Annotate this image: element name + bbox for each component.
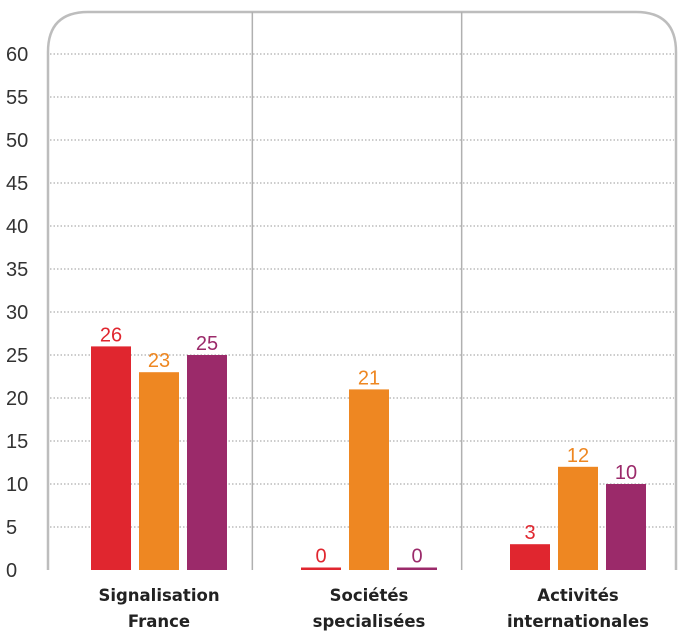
- category-labels: Signalisation France Sociétés specialisées A…: [98, 586, 649, 631]
- bar: [349, 389, 389, 570]
- y-tick-label: 40: [6, 216, 28, 238]
- data-labels: 26 23 25 0 21 0 3 12 10: [100, 324, 637, 567]
- y-tick-label: 30: [6, 302, 28, 324]
- data-label: 21: [358, 367, 380, 389]
- data-label: 0: [315, 546, 326, 568]
- category-label: Sociétés: [330, 586, 409, 605]
- y-axis-ticks: 0 5 10 15 20 25 30 35 40 45 50 55 60: [6, 44, 28, 582]
- y-tick-label: 0: [6, 560, 17, 582]
- category-label: Signalisation: [98, 586, 219, 605]
- bar: [187, 355, 227, 570]
- category-label: France: [128, 612, 190, 631]
- y-tick-label: 50: [6, 130, 28, 152]
- plot-frame-outline: [46, 10, 678, 570]
- plot-frame: [46, 10, 678, 570]
- bar: [91, 346, 131, 570]
- bar: [510, 544, 550, 570]
- y-tick-label: 10: [6, 474, 28, 496]
- y-tick-label: 20: [6, 388, 28, 410]
- data-label: 26: [100, 324, 122, 346]
- data-label: 23: [148, 350, 170, 372]
- bar: [606, 484, 646, 570]
- y-tick-label: 15: [6, 431, 28, 453]
- category-label: specialisées: [313, 612, 426, 631]
- data-label: 12: [567, 445, 589, 467]
- bar: [139, 372, 179, 570]
- data-label: 25: [196, 333, 218, 355]
- bar: [301, 567, 341, 570]
- category-label: internationales: [507, 612, 649, 631]
- category-label: Activités: [537, 586, 619, 605]
- bar: [397, 567, 437, 570]
- y-tick-label: 5: [6, 517, 17, 539]
- data-label: 10: [615, 462, 637, 484]
- y-tick-label: 60: [6, 44, 28, 66]
- data-label: 3: [524, 522, 535, 544]
- y-tick-label: 35: [6, 259, 28, 281]
- bars: [91, 346, 646, 570]
- y-tick-label: 55: [6, 87, 28, 109]
- data-label: 0: [411, 546, 422, 568]
- y-tick-label: 45: [6, 173, 28, 195]
- y-tick-label: 25: [6, 345, 28, 367]
- bar: [558, 466, 598, 570]
